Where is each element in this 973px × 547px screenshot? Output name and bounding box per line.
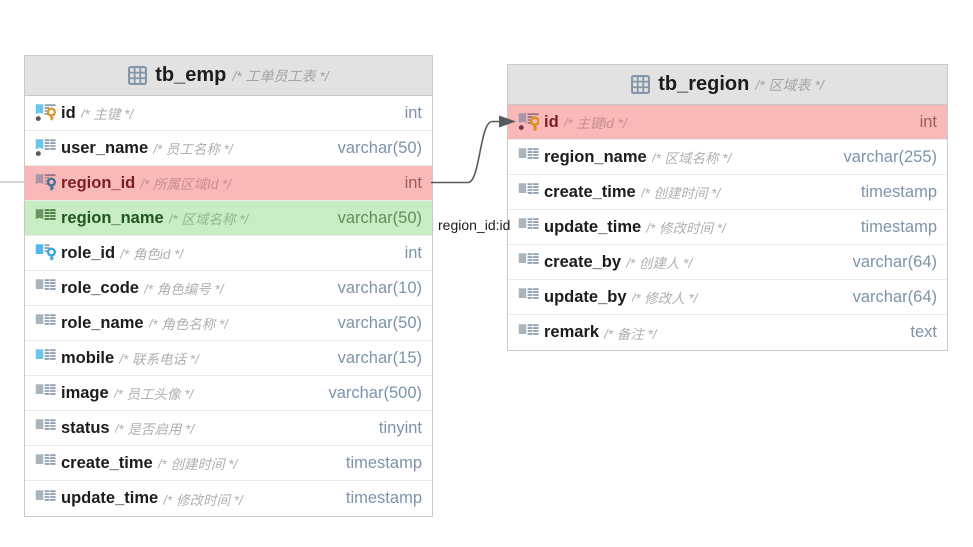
svg-text:region_id:id: region_id:id: [438, 217, 510, 233]
